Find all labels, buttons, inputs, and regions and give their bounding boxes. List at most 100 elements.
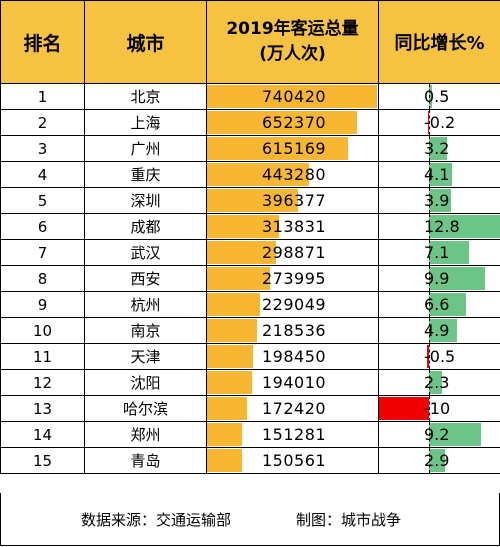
- volume-cell: 298871: [206, 239, 379, 266]
- growth-cell: 6.6: [378, 291, 500, 318]
- volume-cell: 218536: [206, 317, 379, 344]
- volume-bar: [207, 85, 377, 108]
- volume-value: 313831: [262, 217, 327, 236]
- growth-value: -0.5: [424, 347, 456, 366]
- volume-bar: [207, 319, 258, 342]
- volume-bar: [207, 111, 357, 134]
- rank-cell: 4: [0, 161, 85, 188]
- growth-bar-positive: [429, 449, 446, 472]
- volume-cell: 740420: [206, 83, 379, 110]
- table-row: 8 西安 273995 9.9: [0, 265, 500, 292]
- volume-value: 172420: [262, 399, 327, 418]
- rank-cell: 10: [0, 317, 85, 344]
- volume-bar: [207, 189, 298, 212]
- growth-bar-positive: [429, 163, 453, 186]
- volume-value: 396377: [262, 191, 327, 210]
- table-row: 7 武汉 298871 7.1: [0, 239, 500, 266]
- growth-value: 7.1: [424, 243, 450, 262]
- volume-bar: [207, 293, 260, 316]
- city-cell: 重庆: [84, 161, 207, 188]
- growth-zero-axis: [429, 136, 430, 161]
- growth-value: 9.2: [424, 425, 450, 444]
- volume-value: 615169: [262, 139, 327, 158]
- volume-value: 740420: [262, 87, 327, 106]
- growth-bar-negative: [379, 397, 429, 420]
- table-row: 5 深圳 396377 3.9: [0, 187, 500, 214]
- growth-value: 4.1: [424, 165, 450, 184]
- growth-bar-positive: [429, 85, 432, 108]
- header-row: 排名 城市 2019年客运总量 (万人次) 同比增长%: [0, 0, 500, 84]
- header-volume-line1: 2019年客运总量: [226, 19, 359, 39]
- city-cell: 西安: [84, 265, 207, 292]
- growth-zero-axis: [429, 370, 430, 395]
- city-cell: 郑州: [84, 421, 207, 448]
- volume-cell: 396377: [206, 187, 379, 214]
- growth-cell: 3.2: [378, 135, 500, 162]
- volume-bar: [207, 137, 349, 160]
- growth-bar-positive: [429, 189, 451, 212]
- volume-cell: 313831: [206, 213, 379, 240]
- growth-cell: 2.9: [378, 447, 500, 474]
- chart-maker-note: 制图：城市战争: [296, 510, 402, 529]
- volume-value: 218536: [262, 321, 327, 340]
- growth-bar-positive: [429, 241, 469, 264]
- table-row: 15 青岛 150561 2.9: [0, 447, 500, 474]
- volume-value: 198450: [262, 347, 327, 366]
- growth-zero-axis: [429, 84, 430, 109]
- growth-cell: -0.5: [378, 343, 500, 370]
- volume-cell: 172420: [206, 395, 379, 422]
- growth-zero-axis: [429, 214, 430, 239]
- growth-zero-axis: [429, 188, 430, 213]
- city-cell: 沈阳: [84, 369, 207, 396]
- volume-cell: 273995: [206, 265, 379, 292]
- rank-cell: 9: [0, 291, 85, 318]
- city-cell: 武汉: [84, 239, 207, 266]
- table-row: 12 沈阳 194010 2.3: [0, 369, 500, 396]
- growth-value: 6.6: [424, 295, 450, 314]
- growth-value: 12.8: [424, 217, 460, 236]
- rank-cell: 14: [0, 421, 85, 448]
- footer: 数据来源：交通运输部 制图：城市战争: [0, 493, 500, 546]
- volume-cell: 198450: [206, 343, 379, 370]
- header-rank: 排名: [0, 0, 85, 84]
- volume-cell: 151281: [206, 421, 379, 448]
- rank-cell: 15: [0, 447, 85, 474]
- growth-cell: 2.3: [378, 369, 500, 396]
- growth-bar-positive: [429, 293, 467, 316]
- rank-cell: 7: [0, 239, 85, 266]
- volume-bar: [207, 449, 242, 472]
- rank-cell: 2: [0, 109, 85, 136]
- volume-bar: [207, 267, 270, 290]
- growth-cell: 9.2: [378, 421, 500, 448]
- growth-value: -0.2: [424, 113, 456, 132]
- table-row: 3 广州 615169 3.2: [0, 135, 500, 162]
- volume-value: 151281: [262, 425, 327, 444]
- city-cell: 南京: [84, 317, 207, 344]
- table-row: 6 成都 313831 12.8: [0, 213, 500, 240]
- volume-bar: [207, 241, 276, 264]
- growth-zero-axis: [429, 292, 430, 317]
- table-row: 13 哈尔滨 172420 -10: [0, 395, 500, 422]
- rank-cell: 12: [0, 369, 85, 396]
- city-cell: 天津: [84, 343, 207, 370]
- table-row: 11 天津 198450 -0.5: [0, 343, 500, 370]
- rank-cell: 8: [0, 265, 85, 292]
- growth-zero-axis: [429, 344, 430, 369]
- volume-value: 443280: [262, 165, 327, 184]
- passenger-volume-table: 排名 城市 2019年客运总量 (万人次) 同比增长% 1 北京 740420 0.5…: [0, 0, 500, 474]
- volume-bar: [207, 423, 242, 446]
- growth-bar-positive: [429, 215, 500, 238]
- header-volume: 2019年客运总量 (万人次): [206, 0, 379, 84]
- volume-value: 273995: [262, 269, 327, 288]
- growth-cell: -10: [378, 395, 500, 422]
- volume-bar: [207, 215, 280, 238]
- header-city: 城市: [84, 0, 207, 84]
- growth-value: 2.3: [424, 373, 450, 392]
- growth-cell: 3.9: [378, 187, 500, 214]
- growth-zero-axis: [429, 448, 430, 473]
- volume-value: 298871: [262, 243, 327, 262]
- rank-cell: 3: [0, 135, 85, 162]
- growth-zero-axis: [429, 110, 430, 135]
- table-row: 9 杭州 229049 6.6: [0, 291, 500, 318]
